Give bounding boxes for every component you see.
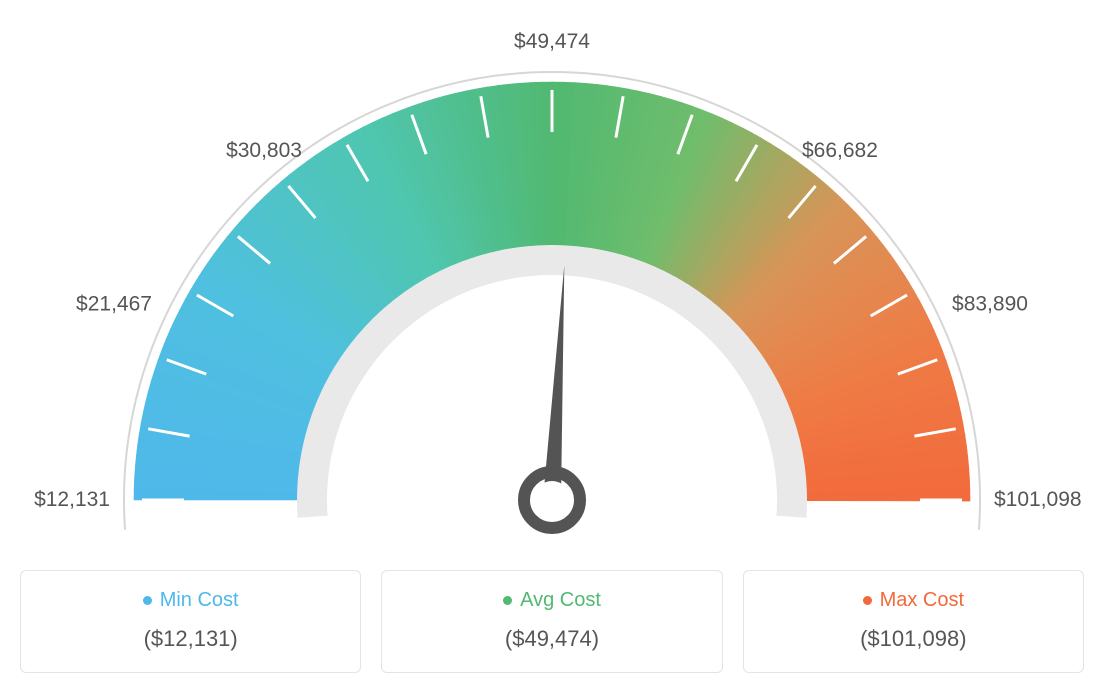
legend-label-avg: Avg Cost — [394, 589, 709, 612]
legend-dot-avg — [503, 596, 512, 605]
gauge-svg: $12,131 $21,467 $30,803 $49,474 $66,682 $83,8… — [20, 20, 1084, 540]
legend-card-avg: Avg Cost ($49,474) — [381, 570, 722, 673]
legend-label-text-min: Min Cost — [160, 589, 239, 612]
legend-value-avg: ($49,474) — [394, 626, 709, 652]
legend-label-text-max: Max Cost — [880, 589, 964, 612]
cost-gauge-chart: $12,131 $21,467 $30,803 $49,474 $66,682 $83,8… — [20, 20, 1084, 673]
legend-card-max: Max Cost ($101,098) — [743, 570, 1084, 673]
legend-dot-max — [863, 596, 872, 605]
svg-text:$101,098: $101,098 — [994, 488, 1082, 511]
legend-value-min: ($12,131) — [33, 626, 348, 652]
svg-text:$21,467: $21,467 — [76, 293, 152, 316]
svg-text:$49,474: $49,474 — [514, 30, 590, 53]
legend-dot-min — [143, 596, 152, 605]
legend-label-text-avg: Avg Cost — [520, 589, 601, 612]
legend-row: Min Cost ($12,131) Avg Cost ($49,474) Ma… — [20, 570, 1084, 673]
legend-label-min: Min Cost — [33, 589, 348, 612]
svg-text:$83,890: $83,890 — [952, 293, 1028, 316]
legend-label-max: Max Cost — [756, 589, 1071, 612]
legend-value-max: ($101,098) — [756, 626, 1071, 652]
svg-text:$30,803: $30,803 — [226, 139, 302, 162]
svg-text:$12,131: $12,131 — [34, 488, 110, 511]
svg-text:$66,682: $66,682 — [802, 139, 878, 162]
legend-card-min: Min Cost ($12,131) — [20, 570, 361, 673]
